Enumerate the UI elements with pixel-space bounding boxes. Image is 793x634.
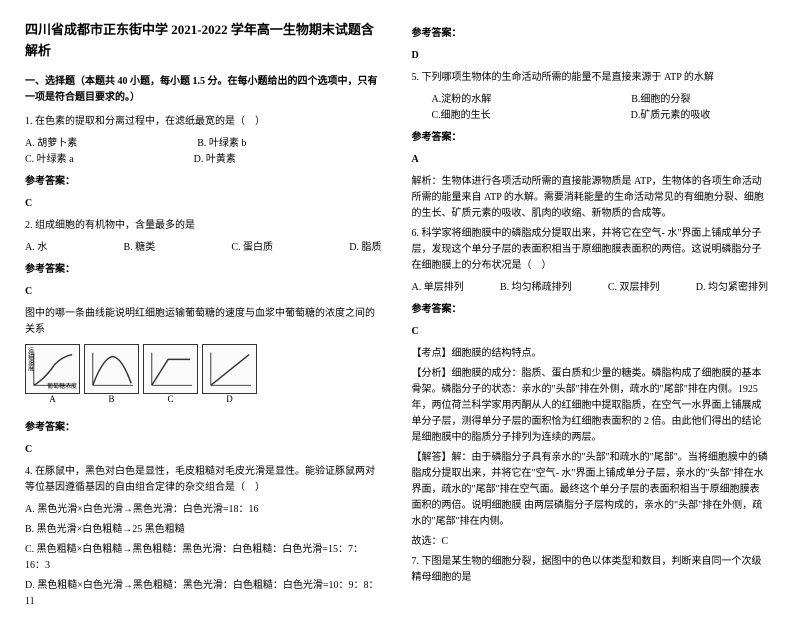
- chart-c: C: [143, 344, 198, 394]
- answer-label: 参考答案：: [25, 174, 382, 190]
- question-2: 2. 组成细胞的有机物中，含量最多的是: [25, 218, 382, 234]
- q5-analysis: 解析：生物体进行各项活动所需的直接能源物质是 ATP，生物体的各项生命活动所需的…: [412, 174, 769, 222]
- right-column: 参考答案： D 5. 下列哪项生物体的生命活动所需的能量不是直接来源于 ATP …: [412, 20, 769, 614]
- chart-a-label: A: [49, 392, 56, 406]
- q4-option-a: A. 黑色光滑×白色光滑→黑色光滑：白色光滑=18：16: [25, 502, 382, 518]
- answer-label: 参考答案：: [412, 26, 769, 42]
- q6-option-a: A. 单层排列: [412, 280, 464, 296]
- chart-container: 运输速度 葡萄糖浓度 A B C D: [25, 344, 382, 394]
- answer-label: 参考答案：: [25, 262, 382, 278]
- q6-kaodian: 【考点】细胞膜的结构特点。: [412, 346, 769, 362]
- q4-answer: D: [412, 48, 769, 64]
- q6-option-d: D. 均匀紧密排列: [696, 280, 768, 296]
- q4-option-d: D. 黑色粗糙×白色光滑→黑色粗糙：黑色光滑：白色粗糙：白色光滑=10：9：8：…: [25, 578, 382, 610]
- q5-options-row2: C.细胞的生长 D.矿质元素的吸收: [412, 108, 769, 124]
- chart-a: 运输速度 葡萄糖浓度 A: [25, 344, 80, 394]
- answer-label: 参考答案：: [412, 130, 769, 146]
- question-3-intro: 图中的哪一条曲线能说明红细胞运输葡萄糖的速度与血浆中葡萄糖的浓度之间的关系: [25, 306, 382, 338]
- answer-label: 参考答案：: [412, 302, 769, 318]
- q2-options: A. 水 B. 糖类 C. 蛋白质 D. 脂质: [25, 240, 382, 256]
- q3-answer: C: [25, 442, 382, 458]
- q1-options-row1: A. 胡萝卜素 B. 叶绿素 b: [25, 136, 382, 152]
- question-7: 7. 下图是某生物的细胞分裂，据图中的色以体类型和数目，判断来自同一个次级精母细…: [412, 554, 769, 586]
- question-5: 5. 下列哪项生物体的生命活动所需的能量不是直接来源于 ATP 的水解: [412, 70, 769, 86]
- q5-option-d: D.矿质元素的吸收: [611, 108, 711, 124]
- question-4: 4. 在豚鼠中，黑色对白色是显性，毛皮粗糙对毛皮光滑是显性。能验证豚鼠两对等位基…: [25, 464, 382, 496]
- question-1: 1. 在色素的提取和分离过程中，在滤纸最宽的是（ ）: [25, 114, 382, 130]
- q2-option-c: C. 蛋白质: [231, 240, 273, 256]
- chart-c-label: C: [167, 392, 173, 406]
- q4-option-b: B. 黑色光滑×白色粗糙→25 黑色粗糙: [25, 522, 382, 538]
- q5-option-a: A.淀粉的水解: [412, 92, 492, 108]
- q5-options-row1: A.淀粉的水解 B.细胞的分裂: [412, 92, 769, 108]
- q6-options: A. 单层排列 B. 均匀稀疏排列 C. 双层排列 D. 均匀紧密排列: [412, 280, 769, 296]
- left-column: 四川省成都市正东街中学 2021-2022 学年高一生物期末试题含解析 一、选择…: [25, 20, 382, 614]
- q6-jieda: 【解答】解：由于磷脂分子具有亲水的"头部"和疏水的"尾部"。当将细胞膜中的磷脂成…: [412, 450, 769, 530]
- document-title: 四川省成都市正东街中学 2021-2022 学年高一生物期末试题含解析: [25, 20, 382, 62]
- q2-option-b: B. 糖类: [123, 240, 155, 256]
- chart-d-label: D: [226, 392, 233, 406]
- q6-option-c: C. 双层排列: [608, 280, 660, 296]
- q2-option-a: A. 水: [25, 240, 47, 256]
- chart-b: B: [84, 344, 139, 394]
- q2-answer: C: [25, 284, 382, 300]
- q6-fenxi: 【分析】细胞膜的成分：脂质、蛋白质和少量的糖类。磷脂构成了细胞膜的基本骨架。磷脂…: [412, 366, 769, 446]
- answer-label: 参考答案：: [25, 420, 382, 436]
- chart-b-label: B: [108, 392, 114, 406]
- q1-options-row2: C. 叶绿素 a D. 叶黄素: [25, 152, 382, 168]
- q2-option-d: D. 脂质: [349, 240, 381, 256]
- question-6: 6. 科学家将细胞膜中的磷脂成分提取出来，并将它在空气- 水"界面上铺成单分子层…: [412, 226, 769, 274]
- q4-option-c: C. 黑色粗糙×白色粗糙→黑色粗糙：黑色光滑：白色粗糙：白色光滑=15：7：16…: [25, 542, 382, 574]
- x-axis-label: 葡萄糖浓度: [47, 383, 77, 393]
- q1-option-b: B. 叶绿素 b: [197, 136, 246, 152]
- q1-option-d: D. 叶黄素: [194, 152, 236, 168]
- section-header: 一、选择题（本题共 40 小题，每小题 1.5 分。在每小题给出的四个选项中，只…: [25, 74, 382, 106]
- q6-xuan: 故选：C: [412, 534, 769, 550]
- q1-option-a: A. 胡萝卜素: [25, 136, 77, 152]
- q1-answer: C: [25, 196, 382, 212]
- q5-option-b: B.细胞的分裂: [611, 92, 690, 108]
- q6-answer: C: [412, 324, 769, 340]
- q5-option-c: C.细胞的生长: [412, 108, 491, 124]
- q1-option-c: C. 叶绿素 a: [25, 152, 74, 168]
- q5-answer: A: [412, 152, 769, 168]
- q6-option-b: B. 均匀稀疏排列: [500, 280, 572, 296]
- y-axis-label: 运输速度: [24, 347, 34, 371]
- chart-d: D: [202, 344, 257, 394]
